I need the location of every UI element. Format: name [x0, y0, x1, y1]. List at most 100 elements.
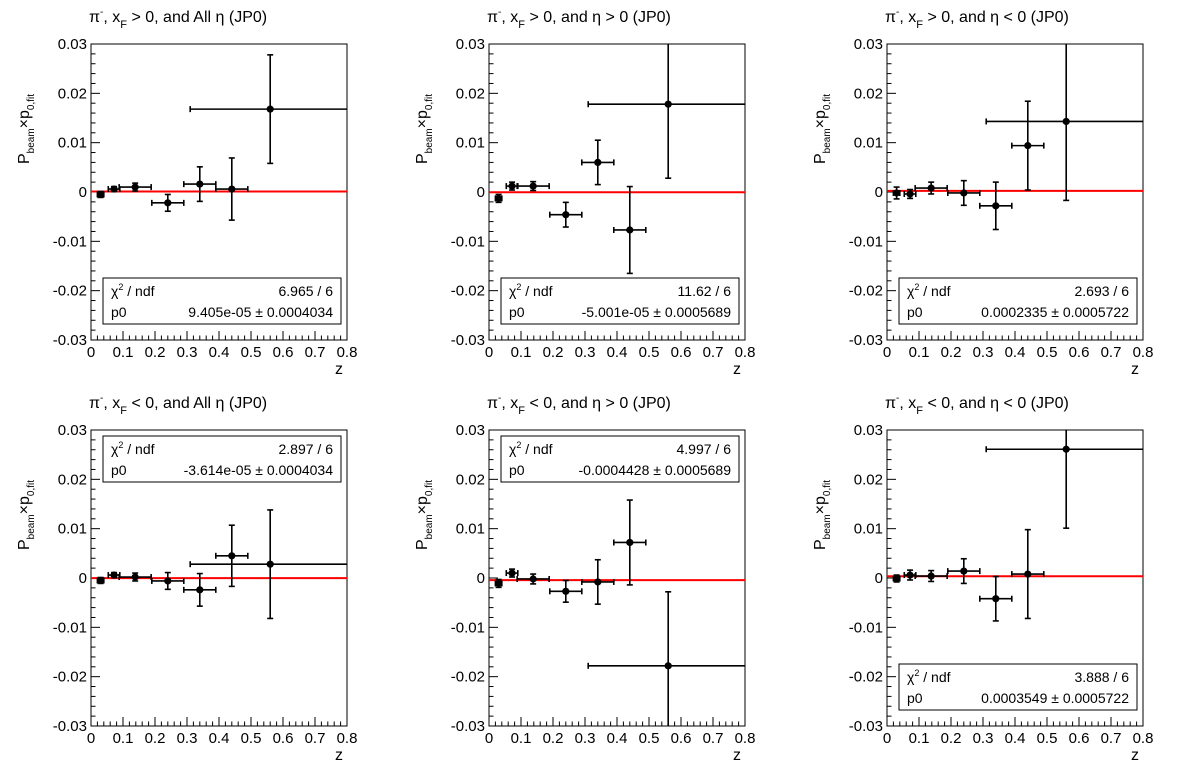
x-tick-label: 0 [883, 730, 891, 747]
chi2-value: 3.888 / 6 [1075, 669, 1130, 685]
y-tick-label: 0.01 [456, 521, 485, 538]
title-charge: - [498, 393, 501, 404]
y-tick-label: 0.02 [58, 471, 87, 488]
ylabel-sub1: beam [822, 514, 833, 539]
data-point [664, 100, 672, 108]
p0-label: p0 [907, 690, 923, 706]
y-tick-label: 0 [477, 184, 485, 201]
data-point [927, 572, 935, 580]
title-charge: - [896, 393, 899, 404]
chart-panel-4: π-, xF < 0, and All η (JP0) Pbeam×p0,fit z… [16, 393, 357, 764]
ylabel-main: P [414, 153, 431, 164]
y-tick-label: -0.01 [451, 619, 485, 636]
chi2-label: χ2 / ndf [509, 440, 553, 457]
p0-label: p0 [509, 462, 525, 478]
data-point [893, 189, 901, 197]
ndf-label: / ndf [919, 283, 950, 299]
x-axis-label: z [335, 361, 343, 378]
y-tick-label: 0.01 [58, 521, 87, 538]
ylabel-sub1: beam [822, 128, 833, 153]
ylabel-sub2: 0,fit [424, 480, 435, 496]
data-point [196, 586, 204, 594]
data-point [906, 190, 914, 198]
stats-frame [102, 435, 342, 483]
ylabel-sub1: beam [424, 514, 435, 539]
title-cond1: , x [103, 9, 120, 26]
x-tick-label: 0.7 [305, 344, 326, 361]
x-tick-label: 0.3 [177, 730, 198, 747]
data-point [893, 574, 901, 583]
ylabel-times: ×p [812, 496, 829, 514]
y-tick-label: 0.02 [58, 85, 87, 102]
y-axis-label: Pbeam×p0,fit [16, 94, 37, 164]
chart-title: π-, xF < 0, and η < 0 (JP0) [885, 393, 1069, 417]
title-particle: π [885, 395, 896, 412]
ylabel-times: ×p [812, 110, 829, 128]
chi2-symbol: χ [509, 283, 517, 299]
ylabel-sub1: beam [26, 514, 37, 539]
stats-box: χ2 / ndf 2.897 / 6 p0 -3.614e-05 ± 0.000403… [102, 435, 342, 483]
y-axis-label: Pbeam×p0,fit [414, 94, 435, 164]
title-cond1: , x [103, 395, 120, 412]
title-cond2: < 0, and η > 0 (JP0) [525, 395, 671, 412]
data-point [110, 185, 118, 193]
x-tick-label: 0 [87, 730, 95, 747]
x-tick-label: 0.5 [241, 344, 262, 361]
data-point [594, 578, 602, 586]
x-tick-label: 0.1 [113, 344, 134, 361]
title-particle: π [89, 395, 100, 412]
title-particle: π [487, 395, 498, 412]
y-tick-label: -0.03 [53, 332, 87, 349]
y-tick-label: -0.02 [849, 283, 883, 300]
title-xf-sub: F [120, 19, 127, 31]
x-tick-label: 0.4 [209, 730, 230, 747]
x-axis-label: z [733, 361, 741, 378]
x-tick-label: 0.4 [209, 344, 230, 361]
data-point [992, 595, 1000, 603]
title-cond2: > 0, and η > 0 (JP0) [525, 9, 671, 26]
x-tick-label: 0.6 [671, 344, 692, 361]
data-points [494, 499, 745, 726]
stats-frame [102, 277, 342, 325]
x-tick-label: 0.2 [941, 730, 962, 747]
p0-label: p0 [111, 304, 127, 320]
chi2-value: 11.62 / 6 [678, 283, 732, 299]
data-point [131, 573, 139, 581]
stats-box: χ2 / ndf 3.888 / 6 p0 0.0003549 ± 0.0005722 [898, 663, 1138, 711]
x-tick-label: 0 [87, 344, 95, 361]
data-point [266, 560, 274, 568]
x-tick-label: 0.6 [1069, 344, 1090, 361]
y-tick-label: -0.01 [849, 233, 883, 250]
chi2-label: χ2 / ndf [907, 282, 951, 299]
ylabel-times: ×p [16, 496, 33, 514]
chart-title: π-, xF > 0, and η > 0 (JP0) [487, 7, 671, 31]
chi2-sup: 2 [516, 282, 521, 292]
data-point [97, 576, 105, 585]
y-tick-label: -0.03 [53, 718, 87, 735]
x-tick-label: 0.8 [1133, 730, 1154, 747]
y-tick-label: -0.01 [451, 233, 485, 250]
ylabel-times: ×p [414, 496, 431, 514]
chart-title: π-, xF > 0, and All η (JP0) [89, 7, 267, 31]
title-particle: π [89, 9, 100, 26]
ndf-label: / ndf [123, 441, 154, 457]
data-point [1024, 570, 1032, 578]
y-tick-label: 0 [875, 570, 883, 587]
p0-value: 0.0003549 ± 0.0005722 [981, 690, 1129, 706]
y-axis-label: Pbeam×p0,fit [16, 480, 37, 550]
stats-frame [500, 435, 740, 483]
ylabel-main: P [414, 539, 431, 550]
title-charge: - [100, 7, 103, 18]
x-tick-label: 0.8 [735, 344, 756, 361]
x-tick-label: 0.7 [305, 730, 326, 747]
data-points [494, 44, 745, 275]
y-tick-label: -0.02 [849, 669, 883, 686]
data-points [96, 509, 347, 620]
x-tick-label: 0.8 [337, 344, 358, 361]
chi2-label: χ2 / ndf [111, 440, 155, 457]
chi2-sup: 2 [914, 668, 919, 678]
p0-value: 9.405e-05 ± 0.0004034 [188, 304, 333, 320]
title-cond2: > 0, and η < 0 (JP0) [923, 9, 1069, 26]
x-tick-label: 0.8 [735, 730, 756, 747]
